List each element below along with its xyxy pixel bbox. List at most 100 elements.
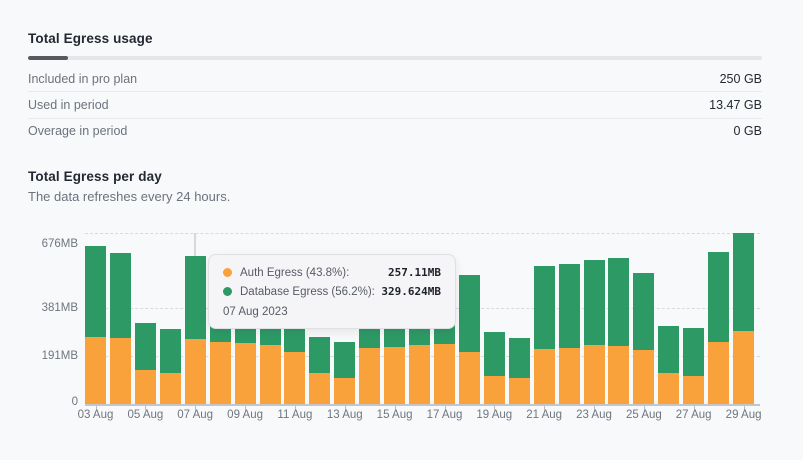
egress-bar[interactable] — [483, 331, 505, 404]
y-axis-label: 191MB — [41, 349, 78, 362]
auth-egress-segment — [259, 345, 281, 404]
row-value: 13.47 GB — [709, 98, 762, 113]
egress-bar[interactable] — [409, 316, 430, 404]
database-egress-segment — [458, 274, 480, 352]
egress-bar[interactable] — [458, 274, 480, 404]
egress-bar[interactable] — [708, 251, 730, 404]
egress-bar[interactable] — [508, 337, 530, 405]
table-row: Used in period 13.47 GB — [28, 92, 762, 119]
x-axis-label: 25 Aug — [625, 409, 662, 421]
x-axis-tick — [594, 406, 595, 410]
tooltip-row: Auth Egress (43.8%): 257.11MB — [223, 264, 441, 281]
database-egress-segment — [309, 336, 331, 374]
x-axis-tick — [195, 406, 197, 410]
auth-egress-segment — [458, 351, 480, 404]
row-value: 250 GB — [719, 71, 762, 86]
auth-egress-segment — [184, 338, 206, 404]
x-axis-label: 13 Aug — [326, 409, 363, 421]
tooltip-series-label: Database Egress (56.2%): — [240, 285, 375, 298]
x-axis-tick — [344, 406, 346, 410]
database-egress-segment — [533, 266, 555, 350]
egress-bar[interactable] — [259, 318, 281, 404]
database-egress-segment — [608, 257, 630, 346]
usage-progress-fill — [28, 56, 68, 60]
database-egress-segment — [683, 328, 705, 376]
egress-bar[interactable] — [109, 253, 131, 404]
auth-egress-segment — [209, 341, 231, 404]
x-axis-tick — [743, 406, 745, 410]
auth-egress-segment — [608, 345, 630, 404]
egress-per-day-title: Total Egress per day — [28, 169, 162, 184]
auth-egress-segment — [234, 343, 256, 404]
x-axis-tick — [394, 406, 396, 410]
egress-bar[interactable] — [85, 246, 106, 404]
auth-egress-segment — [683, 375, 705, 404]
database-egress-segment — [508, 337, 530, 379]
egress-bar[interactable] — [359, 319, 381, 404]
auth-series-dot-icon — [223, 268, 232, 277]
x-axis-label: 21 Aug — [526, 409, 563, 421]
auth-egress-segment — [109, 338, 131, 404]
auth-egress-segment — [359, 348, 381, 404]
row-value: 0 GB — [733, 124, 763, 139]
table-row: Included in pro plan 250 GB — [28, 66, 762, 93]
tooltip-series-value: 257.11MB — [388, 266, 441, 279]
auth-egress-segment — [483, 375, 505, 404]
auth-egress-segment — [583, 345, 605, 404]
database-egress-segment — [558, 264, 580, 349]
egress-bar[interactable] — [658, 326, 680, 404]
x-axis-label: 27 Aug — [675, 409, 712, 421]
egress-bar[interactable] — [608, 257, 630, 404]
usage-summary-table: Included in pro plan 250 GB Used in peri… — [28, 66, 762, 144]
auth-egress-segment — [159, 372, 181, 404]
egress-bar[interactable] — [159, 329, 181, 404]
x-axis-tick — [245, 406, 247, 410]
x-axis-tick — [145, 406, 147, 410]
database-egress-segment — [483, 331, 505, 376]
egress-bar[interactable] — [533, 266, 555, 404]
tooltip-date: 07 Aug 2023 — [223, 306, 288, 318]
x-axis-label: 19 Aug — [476, 409, 513, 421]
x-axis-label: 07 Aug — [177, 409, 214, 421]
chart-tooltip: Auth Egress (43.8%): 257.11MB Database E… — [208, 254, 456, 329]
egress-bar[interactable] — [633, 272, 655, 404]
egress-bar[interactable] — [284, 320, 306, 405]
egress-bar[interactable] — [334, 341, 356, 404]
egress-bar[interactable] — [583, 259, 605, 404]
egress-usage-title: Total Egress usage — [28, 31, 153, 46]
y-axis-label: 381MB — [41, 301, 78, 314]
hover-cursor-line — [194, 233, 197, 256]
tooltip-series-label: Auth Egress (43.8%): — [240, 266, 350, 279]
table-row: Overage in period 0 GB — [28, 119, 762, 144]
egress-bar[interactable] — [558, 264, 580, 404]
y-axis-label: 676MB — [41, 238, 78, 250]
y-axis-label: 0 — [71, 396, 78, 408]
egress-bar[interactable] — [184, 255, 206, 404]
auth-egress-segment — [85, 336, 106, 404]
auth-egress-segment — [633, 350, 655, 404]
egress-per-day-subtitle: The data refreshes every 24 hours. — [28, 189, 231, 204]
egress-bar[interactable] — [234, 316, 256, 404]
database-series-dot-icon — [223, 287, 232, 296]
row-label: Included in pro plan — [28, 71, 138, 86]
x-axis-line — [85, 404, 760, 406]
egress-bar[interactable] — [683, 328, 705, 404]
usage-progress-bar — [28, 56, 762, 60]
x-axis-tick — [544, 406, 546, 410]
database-egress-segment — [708, 251, 730, 343]
auth-egress-segment — [334, 378, 356, 404]
auth-egress-segment — [558, 348, 580, 404]
x-axis-tick — [95, 406, 97, 410]
database-egress-segment — [184, 255, 206, 339]
egress-bar[interactable] — [384, 318, 406, 404]
x-axis-tick — [494, 406, 496, 410]
egress-bar[interactable] — [134, 323, 156, 404]
database-egress-segment — [633, 272, 655, 351]
auth-egress-segment — [508, 378, 530, 404]
x-axis-label: 11 Aug — [277, 409, 313, 421]
x-axis-label: 09 Aug — [227, 409, 263, 421]
egress-bar[interactable] — [309, 336, 331, 404]
auth-egress-segment — [134, 370, 156, 404]
egress-bar[interactable] — [733, 233, 755, 404]
